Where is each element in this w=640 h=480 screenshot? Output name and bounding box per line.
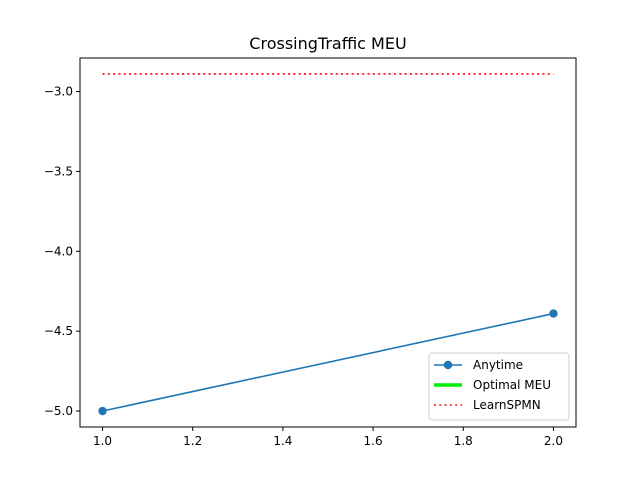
x-tick-label: 2.0	[544, 434, 563, 448]
axes-frame	[79, 57, 577, 428]
legend-label: Anytime	[473, 358, 523, 372]
axes: 1.0 1.2 1.4 1.6 1.8 2.0 −3.0 −3.5 −4.0 −4.5 −5.0	[44, 57, 577, 448]
data-point	[549, 309, 558, 318]
y-tick-label: −5.0	[44, 404, 73, 418]
legend-box	[428, 352, 570, 421]
chart-title: CrossingTraffic MEU	[249, 34, 406, 53]
x-tick-label: 1.6	[364, 434, 383, 448]
x-tick-label: 1.4	[273, 434, 292, 448]
y-tick-label: −4.5	[44, 324, 73, 338]
series-line-0	[102, 312, 554, 412]
x-tick-label: 1.8	[454, 434, 473, 448]
legend: Anytime Optimal MEU LearnSPMN	[428, 352, 570, 421]
x-tick-label: 1.2	[183, 434, 202, 448]
y-tick-label: −4.0	[44, 244, 73, 258]
legend-marker	[443, 360, 453, 370]
x-tick-label: 1.0	[93, 434, 112, 448]
legend-label: LearnSPMN	[473, 398, 541, 412]
plot-area	[98, 73, 558, 416]
y-tick-label: −3.5	[44, 164, 73, 178]
data-point	[98, 406, 107, 416]
legend-label: Optimal MEU	[473, 378, 551, 392]
y-tick-label: −3.0	[44, 85, 73, 99]
